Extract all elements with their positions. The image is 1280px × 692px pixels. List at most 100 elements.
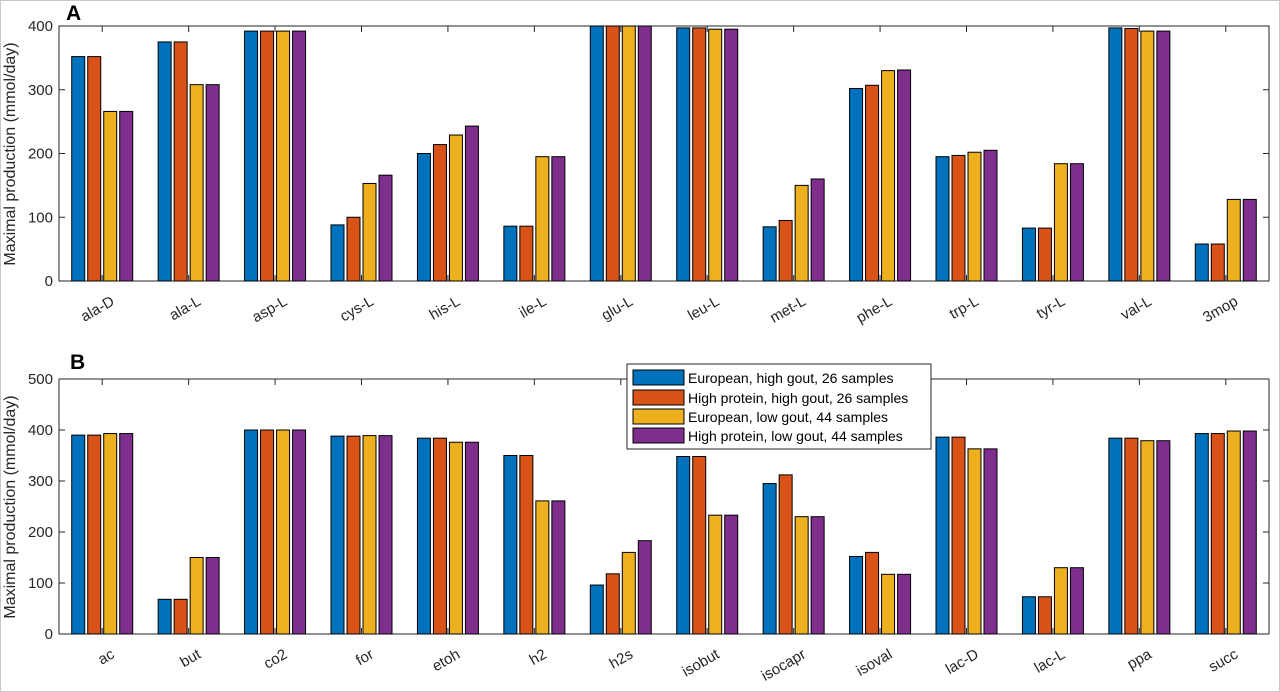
bar-a-tyr-l-series-2 [1037,227,1052,282]
bar-a-glu-l-series-3 [621,25,636,282]
bar-b-lac-l-series-1 [1021,596,1036,635]
bar-b-lac-d-series-2 [951,436,966,635]
panel-a-y-axis: 0 100 200 300 400 [28,18,1269,290]
bar-a-his-l-series-2 [432,144,447,282]
bar-b-succ-series-1 [1194,433,1209,635]
panel-b-ytick-label: 500 [28,371,53,388]
bar-a-his-l-series-4 [464,125,479,282]
bar-a-glu-l-series-1 [589,25,604,282]
bar-a-cys-l-series-1 [330,224,345,282]
panel-a-label: A [66,2,81,25]
bar-b-h2s-series-2 [605,573,620,635]
bar-b-lac-d-series-3 [967,448,982,635]
bar-b-ppa-series-3 [1140,440,1155,635]
bar-a-trp-l-series-1 [935,156,950,282]
legend-label-high-protein-high-gout: High protein, high gout, 26 samples [688,390,908,406]
bar-b-etoh-series-1 [416,437,431,635]
panel-b-ytick-label: 400 [28,422,53,439]
bar-a-ile-l-series-4 [551,156,566,282]
bar-a-asp-l-series-2 [260,30,275,282]
bar-a-val-l-series-4 [1156,30,1171,282]
bar-b-isocapr-series-4 [810,516,825,635]
bar-a-ala-l-series-4 [205,84,220,282]
bar-b-h2s-series-1 [589,584,604,635]
panel-a-ylabel: Maximal production (mmol/day) [2,42,19,265]
bar-a-asp-l-series-4 [292,30,307,282]
legend-swatch-high-protein-high-gout [632,389,685,406]
bar-b-co2-series-4 [292,429,307,635]
panel-a-ytick-label: 300 [28,82,53,99]
panel-a-ytick-label: 400 [28,18,53,35]
bar-b-isoval-series-1 [849,555,864,635]
bar-a-glu-l-series-4 [637,25,652,282]
bar-a-3mop-series-2 [1210,243,1225,282]
bar-a-met-l-series-2 [778,219,793,282]
panel-b-bars [71,429,1257,635]
bar-b-h2-series-4 [551,500,566,635]
bar-b-isocapr-series-3 [794,516,809,635]
bar-b-but-series-1 [157,598,172,635]
bar-b-but-series-3 [189,557,204,635]
bar-b-co2-series-2 [260,429,275,635]
bar-b-h2s-series-4 [637,540,652,635]
bar-b-lac-d-series-1 [935,436,950,635]
bar-a-phe-l-series-2 [865,84,880,282]
legend: European, high gout, 26 samples High pro… [626,363,932,450]
bar-b-isoval-series-2 [865,551,880,635]
bar-b-co2-series-3 [276,429,291,635]
bar-a-leu-l-series-1 [676,27,691,282]
bar-b-lac-l-series-3 [1053,567,1068,635]
panel-b-xtick-label-h2: h2 [527,646,550,669]
bar-a-phe-l-series-1 [849,87,864,282]
bar-b-ac-series-3 [103,433,118,635]
bar-b-ac-series-4 [119,433,134,635]
bar-b-h2-series-3 [535,500,550,635]
bar-b-etoh-series-4 [464,441,479,635]
bar-a-val-l-series-2 [1124,28,1139,282]
bar-a-tyr-l-series-1 [1021,227,1036,282]
bar-a-tyr-l-series-4 [1069,163,1084,282]
bar-b-isoval-series-4 [897,573,912,635]
bar-a-3mop-series-1 [1194,243,1209,282]
bar-a-val-l-series-3 [1140,30,1155,282]
bar-b-h2s-series-3 [621,551,636,635]
bar-a-cys-l-series-3 [362,182,377,282]
bar-b-lac-l-series-2 [1037,596,1052,635]
legend-swatch-european-high-gout [632,369,685,386]
bar-a-trp-l-series-3 [967,151,982,282]
bar-a-ile-l-series-1 [503,225,518,282]
panel-a: A Maximal production (mmol/day) 0 100 200 3… [2,2,1270,327]
panel-b-ytick-label: 0 [45,626,53,643]
bar-a-cys-l-series-4 [378,174,393,282]
panel-b: B Maximal production (mmol/day) 0 100 200 3… [2,351,1270,685]
bar-b-but-series-4 [205,557,220,635]
panel-b-ytick-label: 100 [28,575,53,592]
bar-b-for-series-1 [330,435,345,635]
bar-a-glu-l-series-2 [605,25,620,282]
panel-a-ytick-label: 200 [28,146,53,163]
bar-b-ppa-series-4 [1156,440,1171,635]
bar-a-asp-l-series-3 [276,30,291,282]
bar-a-his-l-series-1 [416,153,431,282]
legend-label-high-protein-low-gout: High protein, low gout, 44 samples [688,428,903,444]
bar-a-met-l-series-1 [762,226,777,282]
legend-label-european-high-gout: European, high gout, 26 samples [688,370,893,386]
bar-a-trp-l-series-2 [951,154,966,282]
bar-a-ile-l-series-2 [519,225,534,282]
panel-a-ytick-label: 0 [45,273,53,290]
bar-a-met-l-series-3 [794,184,809,282]
bar-b-lac-d-series-4 [983,448,998,635]
bar-b-isocapr-series-2 [778,474,793,635]
bar-a-met-l-series-4 [810,178,825,282]
panel-b-ytick-label: 300 [28,473,53,490]
bar-b-ppa-series-2 [1124,437,1139,635]
bar-b-ac-series-1 [71,434,86,635]
bar-b-isobut-series-4 [724,514,739,635]
bar-b-lac-l-series-4 [1069,567,1084,635]
bar-a-val-l-series-1 [1108,27,1123,282]
bar-b-succ-series-4 [1242,430,1257,635]
bar-a-3mop-series-4 [1242,198,1257,282]
bar-b-isobut-series-3 [708,514,723,635]
panel-b-y-axis: 0 100 200 300 400 500 [28,371,1269,643]
bar-a-asp-l-series-1 [244,30,259,282]
